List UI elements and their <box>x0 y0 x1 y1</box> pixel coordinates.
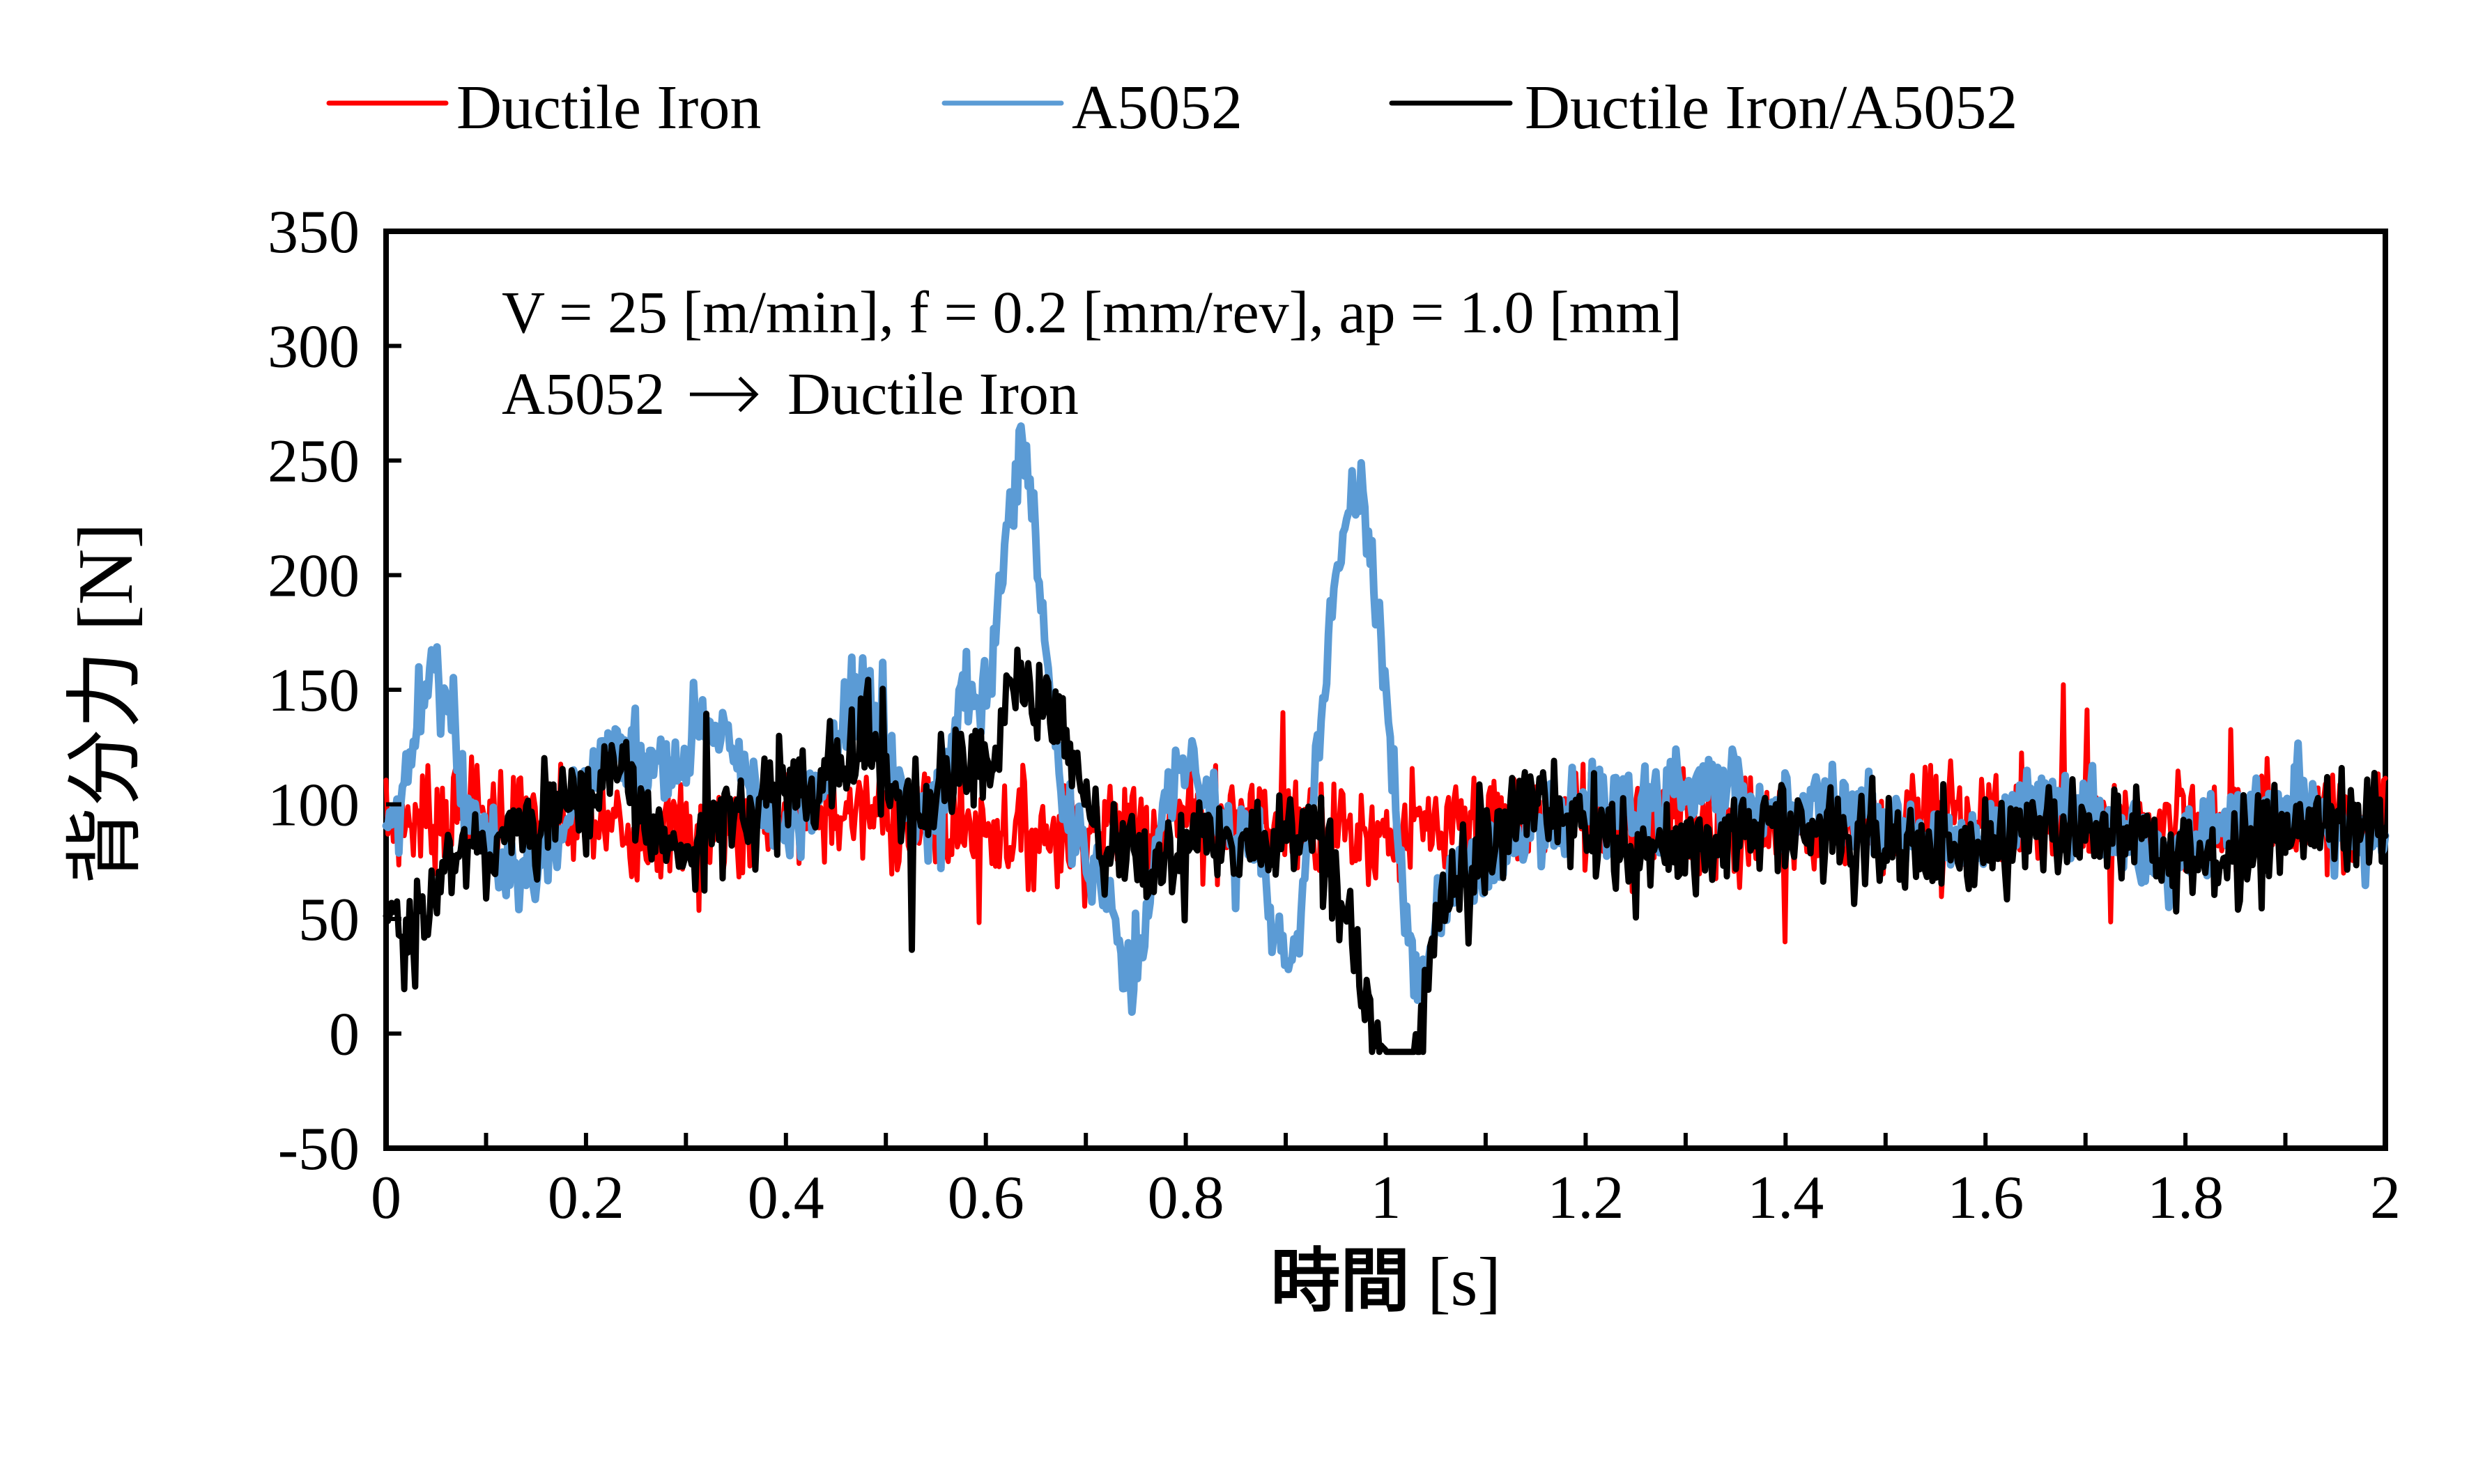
svg-text:2: 2 <box>2370 1164 2401 1232</box>
svg-text:1.6: 1.6 <box>1947 1164 2024 1232</box>
svg-text:100: 100 <box>268 772 360 840</box>
svg-text:0.6: 0.6 <box>948 1164 1024 1232</box>
svg-text:300: 300 <box>268 314 360 381</box>
svg-text:1.2: 1.2 <box>1547 1164 1624 1232</box>
svg-text:350: 350 <box>268 199 360 266</box>
svg-text:0: 0 <box>329 1001 360 1069</box>
svg-text:背分力 [N]: 背分力 [N] <box>63 523 149 884</box>
svg-text:Ductile Iron: Ductile Iron <box>456 73 761 142</box>
svg-text:0: 0 <box>371 1164 401 1232</box>
svg-text:1: 1 <box>1371 1164 1401 1232</box>
svg-text:時間 [s]: 時間 [s] <box>1270 1243 1501 1320</box>
svg-text:0.2: 0.2 <box>548 1164 624 1232</box>
svg-text:0.4: 0.4 <box>748 1164 824 1232</box>
svg-text:1.4: 1.4 <box>1747 1164 1824 1232</box>
svg-text:A5052: A5052 <box>1072 73 1243 142</box>
svg-text:Ductile Iron: Ductile Iron <box>787 360 1079 427</box>
svg-text:150: 150 <box>268 657 360 725</box>
svg-text:250: 250 <box>268 428 360 495</box>
svg-text:A5052: A5052 <box>502 360 665 427</box>
svg-text:0.8: 0.8 <box>1148 1164 1224 1232</box>
svg-text:Ductile Iron/A5052: Ductile Iron/A5052 <box>1525 73 2017 142</box>
svg-text:1.8: 1.8 <box>2147 1164 2224 1232</box>
svg-text:-50: -50 <box>278 1115 360 1183</box>
svg-text:200: 200 <box>268 543 360 610</box>
svg-text:V = 25 [m/min], f = 0.2 [mm/r: V = 25 [m/min], f = 0.2 [mm/rev], ap = 1… <box>502 279 1682 346</box>
svg-text:50: 50 <box>298 886 360 954</box>
